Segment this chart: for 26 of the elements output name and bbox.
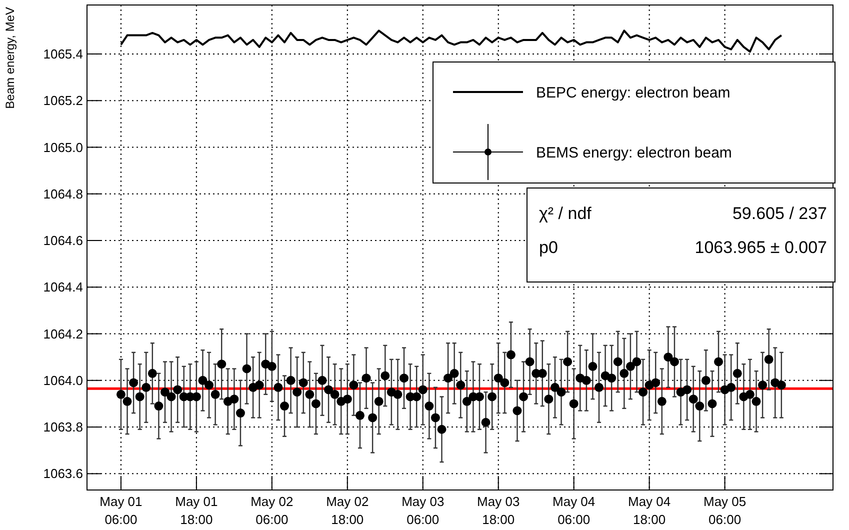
x-tick-label: May 02 18:00 [326,494,369,527]
x-tick-label: May 03 06:00 [402,494,444,527]
annotation: χ² / ndf [539,204,592,223]
annotation: p0 [539,238,558,257]
x-tick-label: May 04 06:00 [552,494,596,527]
x-tick-label: May 03 18:00 [477,494,520,527]
annotation: 1063.965 ± 0.007 [694,238,827,257]
y-tick-label: 1064.8 [43,186,83,202]
x-tick-label: May 04 18:00 [628,494,671,527]
y-tick-label: 1065.4 [43,46,83,62]
y-tick-label: 1065.0 [43,140,83,155]
x-tick-label: May 01 18:00 [175,494,218,527]
x-tick-label: May 02 06:00 [250,494,294,527]
x-tick-label: May 01 06:00 [100,494,142,527]
y-tick-label: 1064.2 [43,326,83,342]
y-tick-label: 1063.8 [43,420,83,435]
y-tick-label: 1063.6 [43,466,83,482]
y-tick-label: 1064.4 [43,280,83,295]
legend-label: BEMS energy: electron beam [536,144,732,162]
y-axis-title: Beam energy, MeV [3,7,17,109]
annotation: 59.605 / 237 [732,204,827,223]
y-tick-label: 1064.6 [43,233,83,248]
y-tick-label: 1064.0 [43,372,83,388]
legend-label: BEPC energy: electron beam [536,84,730,102]
x-tick-label: May 05 06:00 [703,494,746,527]
y-tick-label: 1065.2 [43,93,83,108]
